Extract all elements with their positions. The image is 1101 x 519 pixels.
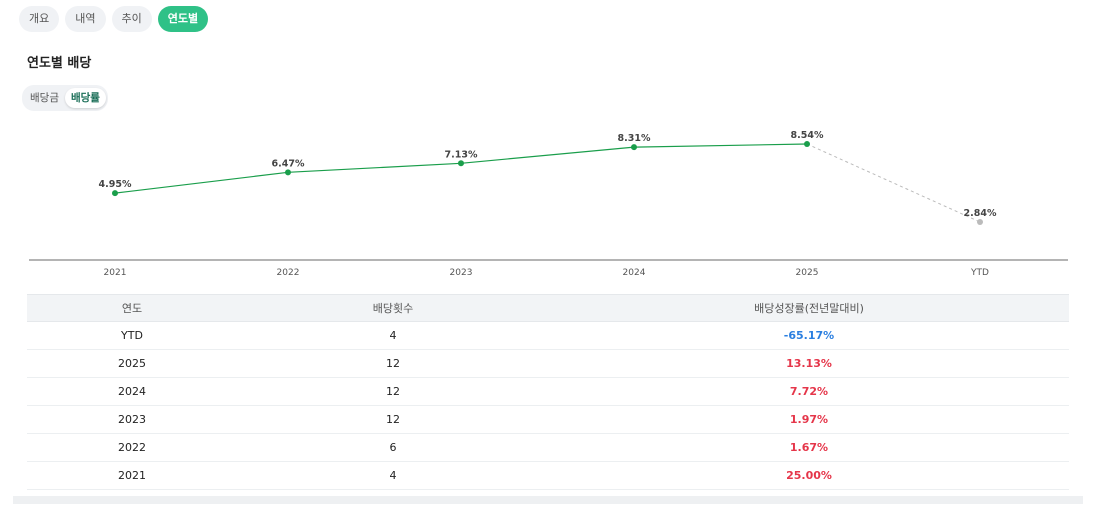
table-row: 2023 12 1.97%	[27, 405, 1069, 434]
table-row: 2024 12 7.72%	[27, 377, 1069, 406]
growth-cell: 7.72%	[549, 377, 1069, 406]
toggle-dividend-yield[interactable]: 배당률	[64, 88, 106, 108]
data-label: 6.47%	[272, 158, 305, 169]
section-title: 연도별 배당	[27, 56, 92, 71]
data-point[interactable]	[112, 190, 118, 197]
tab-trend[interactable]: 추이	[111, 6, 152, 32]
year-cell: 2025	[27, 349, 237, 378]
count-cell: 12	[237, 349, 549, 378]
data-point[interactable]	[458, 160, 464, 167]
table-row: 2025 12 13.13%	[27, 349, 1069, 378]
count-cell: 12	[237, 377, 549, 406]
data-label: 2.84%	[964, 208, 997, 219]
growth-cell: 25.00%	[549, 461, 1069, 490]
data-point[interactable]	[804, 141, 810, 147]
tab-history[interactable]: 내역	[65, 6, 106, 32]
table-row: YTD 4 -65.17%	[27, 321, 1069, 350]
header-growth: 배당성장률(전년말대비)	[549, 294, 1069, 322]
data-point[interactable]	[977, 219, 983, 225]
growth-cell: 1.67%	[549, 433, 1069, 462]
table-row: 2022 6 1.67%	[27, 433, 1069, 462]
ytd-dashed-segment	[806, 143, 981, 223]
year-cell: YTD	[27, 321, 237, 350]
table-header-row: 연도 배당횟수 배당성장률(전년말대비)	[27, 294, 1069, 322]
year-cell: 2022	[27, 433, 237, 462]
data-label: 4.95%	[99, 179, 132, 190]
section-divider	[13, 496, 1083, 504]
count-cell: 6	[237, 433, 549, 462]
x-tick-label: 2024	[623, 268, 646, 278]
count-cell: 4	[237, 321, 549, 350]
data-label: 8.54%	[791, 130, 824, 141]
table-row: 2021 4 25.00%	[27, 461, 1069, 490]
x-tick-label: 2025	[796, 268, 819, 278]
tab-overview[interactable]: 개요	[19, 6, 60, 32]
growth-cell: 1.97%	[549, 405, 1069, 434]
count-cell: 4	[237, 461, 549, 490]
data-point[interactable]	[285, 169, 291, 176]
header-count: 배당횟수	[237, 294, 549, 322]
count-cell: 12	[237, 405, 549, 434]
data-label: 7.13%	[445, 149, 478, 160]
series-line-segment	[633, 143, 808, 148]
series-line-segment	[114, 171, 289, 194]
growth-cell: -65.17%	[549, 321, 1069, 350]
period-tabs: 개요 내역 추이 연도별	[19, 6, 209, 32]
growth-cell: 13.13%	[549, 349, 1069, 378]
year-cell: 2024	[27, 377, 237, 406]
x-tick-label: YTD	[970, 268, 989, 278]
series-line-segment	[460, 146, 635, 164]
dividend-table: 연도 배당횟수 배당성장률(전년말대비) YTD 4 -65.17% 2025 12 13…	[27, 294, 1069, 490]
toggle-dividend-amount[interactable]: 배당금	[30, 92, 59, 104]
x-tick-label: 2021	[104, 268, 127, 278]
data-point[interactable]	[631, 144, 637, 151]
dividend-yield-line-chart: 4.95% 2021 6.47% 2022 7.13% 2023 8.31% 2024 8.54…	[29, 130, 1068, 278]
header-year: 연도	[27, 294, 237, 322]
series-line-segment	[287, 162, 462, 173]
x-tick-label: 2023	[450, 268, 473, 278]
year-cell: 2021	[27, 461, 237, 490]
tab-yearly[interactable]: 연도별	[157, 6, 209, 32]
x-tick-label: 2022	[277, 268, 300, 278]
year-cell: 2023	[27, 405, 237, 434]
data-label: 8.31%	[618, 133, 651, 144]
metric-toggle: 배당금 배당률	[22, 85, 108, 111]
